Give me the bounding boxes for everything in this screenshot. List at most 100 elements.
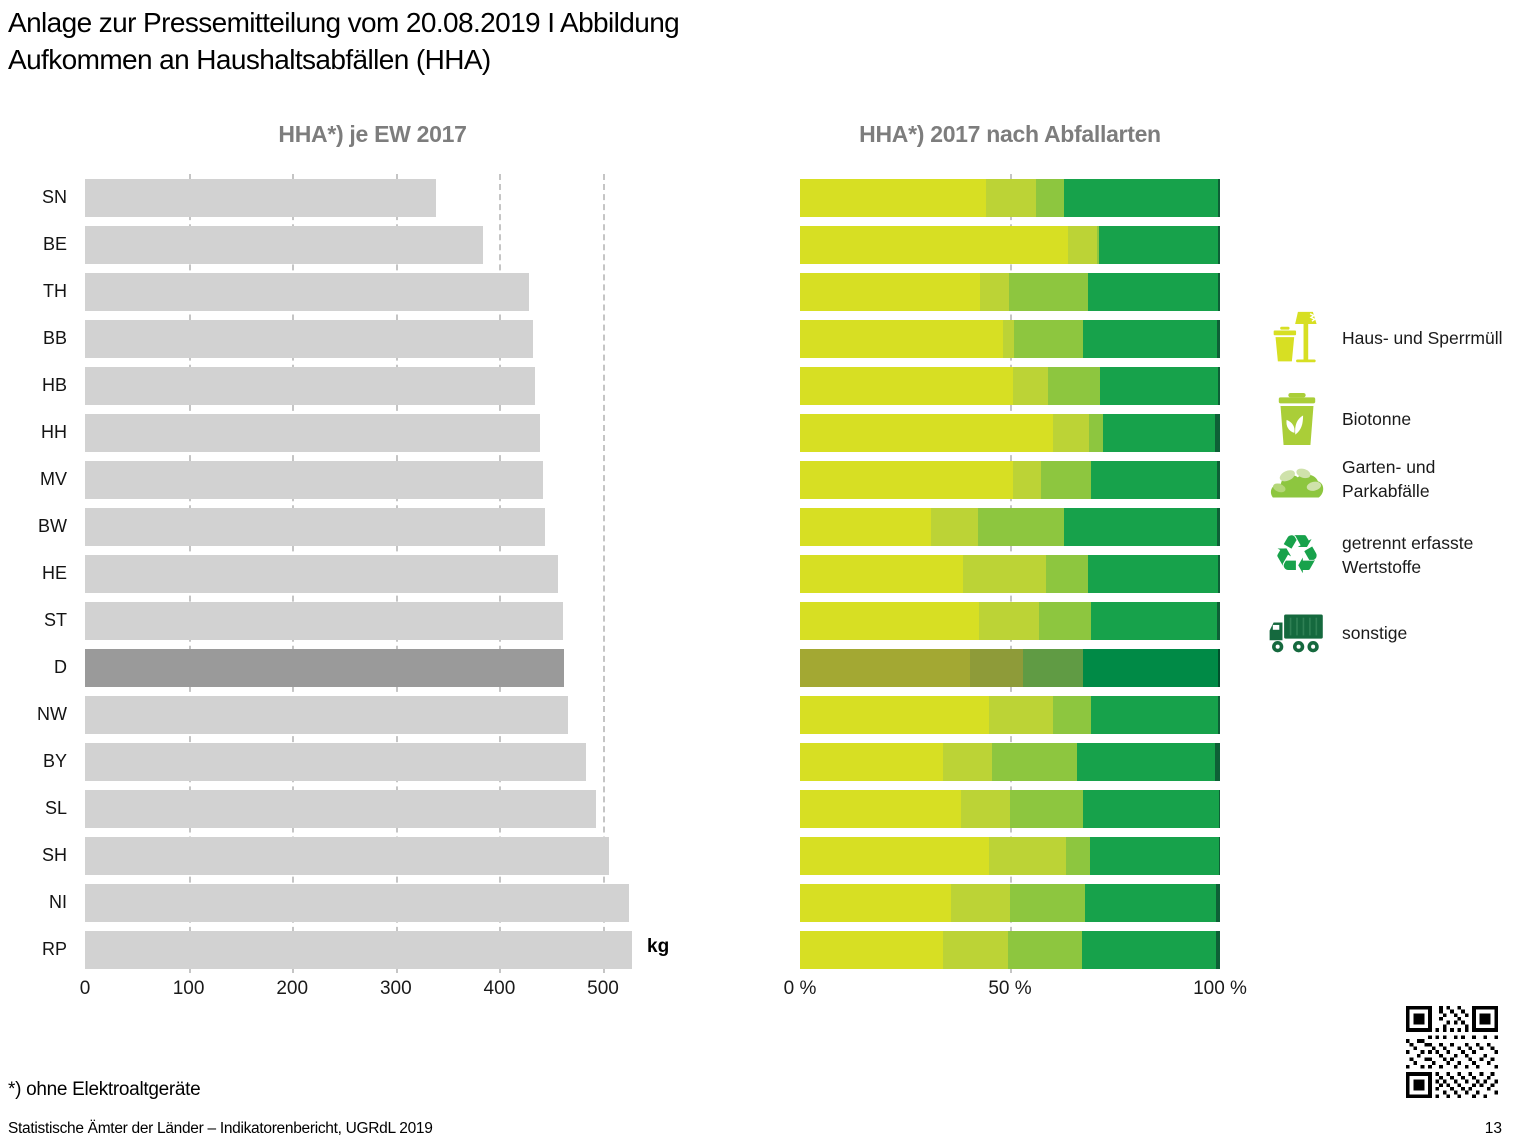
- right-chart-row: [800, 456, 1220, 503]
- bar-segment-garten-und-parkabf-lle: [1009, 272, 1088, 311]
- left-chart-row: BW: [0, 503, 700, 550]
- waste-type-stacked-chart: [800, 174, 1220, 973]
- value-bar: [85, 930, 633, 969]
- left-chart-row: NI: [0, 879, 700, 926]
- bar-track: [85, 836, 660, 875]
- bar-segment-haus-und-sperrm-ll: [800, 460, 1013, 499]
- left-chart-row: SH: [0, 832, 700, 879]
- bar-segment-garten-und-parkabf-lle: [1009, 883, 1086, 922]
- bar-segment-sonstige: [1217, 648, 1220, 687]
- page-title: Anlage zur Pressemitteilung vom 20.08.20…: [8, 4, 680, 78]
- legend-label: Garten- und Parkabfälle: [1342, 457, 1436, 501]
- left-chart-row: SL: [0, 785, 700, 832]
- bar-segment-sonstige: [1219, 836, 1220, 875]
- category-label: TH: [43, 281, 67, 301]
- x-axis-tick-label: 400: [483, 978, 516, 999]
- left-chart-row: RP: [0, 926, 700, 973]
- stacked-bar: [800, 413, 1220, 452]
- bar-segment-garten-und-parkabf-lle: [1008, 930, 1082, 969]
- bar-track: [85, 225, 660, 264]
- bar-segment-haus-und-sperrm-ll: [800, 319, 1004, 358]
- left-chart-row: BB: [0, 315, 700, 362]
- bar-segment-getrennt-erfasste-wertstoffe: [1089, 836, 1220, 875]
- x-axis-tick-label: 100 %: [1193, 978, 1247, 999]
- stacked-bar: [800, 507, 1220, 546]
- page-number: 13: [1484, 1120, 1502, 1137]
- bar-segment-getrennt-erfasste-wertstoffe: [1091, 695, 1219, 734]
- bar-segment-getrennt-erfasste-wertstoffe: [1087, 554, 1219, 593]
- value-bar: [85, 272, 530, 311]
- legend-label: getrennt erfasste Wertstoffe: [1342, 533, 1474, 577]
- category-label: D: [54, 657, 67, 677]
- legend-label: sonstige: [1342, 623, 1408, 643]
- waste-bin-and-lamp-icon: [1268, 310, 1326, 366]
- bar-segment-biotonne: [978, 601, 1040, 640]
- bar-segment-garten-und-parkabf-lle: [992, 742, 1078, 781]
- left-chart-x-axis: 0 100 200 300 400 500: [80, 978, 660, 1004]
- stacked-bar: [800, 366, 1220, 405]
- bar-segment-biotonne: [950, 883, 1010, 922]
- bar-segment-haus-und-sperrm-ll: [800, 742, 944, 781]
- category-label: SH: [41, 845, 67, 865]
- right-chart-row: [800, 926, 1220, 973]
- stacked-bar: [800, 319, 1220, 358]
- bar-segment-biotonne: [1012, 460, 1042, 499]
- category-label: BE: [42, 234, 67, 254]
- footnote: *) ohne Elektroaltgeräte: [8, 1079, 201, 1100]
- value-bar: [85, 366, 535, 405]
- legend-item-getrennt-erfasste-wertstoffe: ♻ getrennt erfasste Wertstoffe: [1268, 527, 1518, 583]
- bar-track: [85, 601, 660, 640]
- bar-segment-biotonne: [1003, 319, 1015, 358]
- bar-segment-haus-und-sperrm-ll: [800, 648, 971, 687]
- bar-track: [85, 507, 660, 546]
- bar-track: [85, 789, 660, 828]
- bar-segment-sonstige: [1219, 789, 1220, 828]
- bar-segment-biotonne: [962, 554, 1047, 593]
- stacked-bar: [800, 601, 1220, 640]
- bar-segment-getrennt-erfasste-wertstoffe: [1082, 648, 1218, 687]
- value-bar: [85, 883, 629, 922]
- right-chart-row: [800, 832, 1220, 879]
- bar-segment-haus-und-sperrm-ll: [800, 554, 963, 593]
- right-chart-row: [800, 550, 1220, 597]
- stacked-bar: [800, 225, 1220, 264]
- left-chart-row: HH: [0, 409, 700, 456]
- bar-segment-garten-und-parkabf-lle: [1053, 695, 1092, 734]
- bar-segment-garten-und-parkabf-lle: [1088, 413, 1103, 452]
- bar-segment-getrennt-erfasste-wertstoffe: [1064, 507, 1217, 546]
- bar-segment-sonstige: [1217, 178, 1220, 217]
- category-label: HB: [41, 375, 67, 395]
- legend-label: Biotonne: [1342, 409, 1412, 429]
- bar-segment-haus-und-sperrm-ll: [800, 836, 990, 875]
- category-label: ST: [43, 610, 67, 630]
- value-bar: [85, 507, 545, 546]
- bar-segment-biotonne: [1012, 366, 1049, 405]
- recycling-icon: ♻: [1272, 523, 1322, 586]
- right-chart-title: HHA*) 2017 nach Abfallarten: [859, 121, 1161, 147]
- value-bar: [85, 601, 563, 640]
- stacked-bar: [800, 178, 1220, 217]
- stacked-bar: [800, 836, 1220, 875]
- bar-track: [85, 178, 660, 217]
- bar-segment-sonstige: [1217, 319, 1220, 358]
- bio-bin-icon: [1268, 391, 1326, 447]
- legend-item-garten-und-parkabfaelle: Garten- und Parkabfälle: [1268, 451, 1518, 507]
- bar-segment-getrennt-erfasste-wertstoffe: [1082, 319, 1218, 358]
- right-chart-row: [800, 221, 1220, 268]
- stacked-bar: [800, 272, 1220, 311]
- bar-segment-biotonne: [986, 178, 1036, 217]
- bar-segment-haus-und-sperrm-ll: [800, 272, 981, 311]
- right-chart-row: [800, 268, 1220, 315]
- bar-segment-biotonne: [960, 789, 1010, 828]
- bar-segment-getrennt-erfasste-wertstoffe: [1064, 178, 1218, 217]
- kg-unit-label: kg: [647, 936, 670, 957]
- bar-segment-haus-und-sperrm-ll: [800, 225, 1068, 264]
- bar-segment-biotonne: [980, 272, 1010, 311]
- bar-track: [85, 319, 660, 358]
- stacked-bar: [800, 789, 1220, 828]
- right-chart-row: [800, 362, 1220, 409]
- category-label: NI: [49, 892, 67, 912]
- stacked-bar: [800, 554, 1220, 593]
- value-bar: [85, 648, 564, 687]
